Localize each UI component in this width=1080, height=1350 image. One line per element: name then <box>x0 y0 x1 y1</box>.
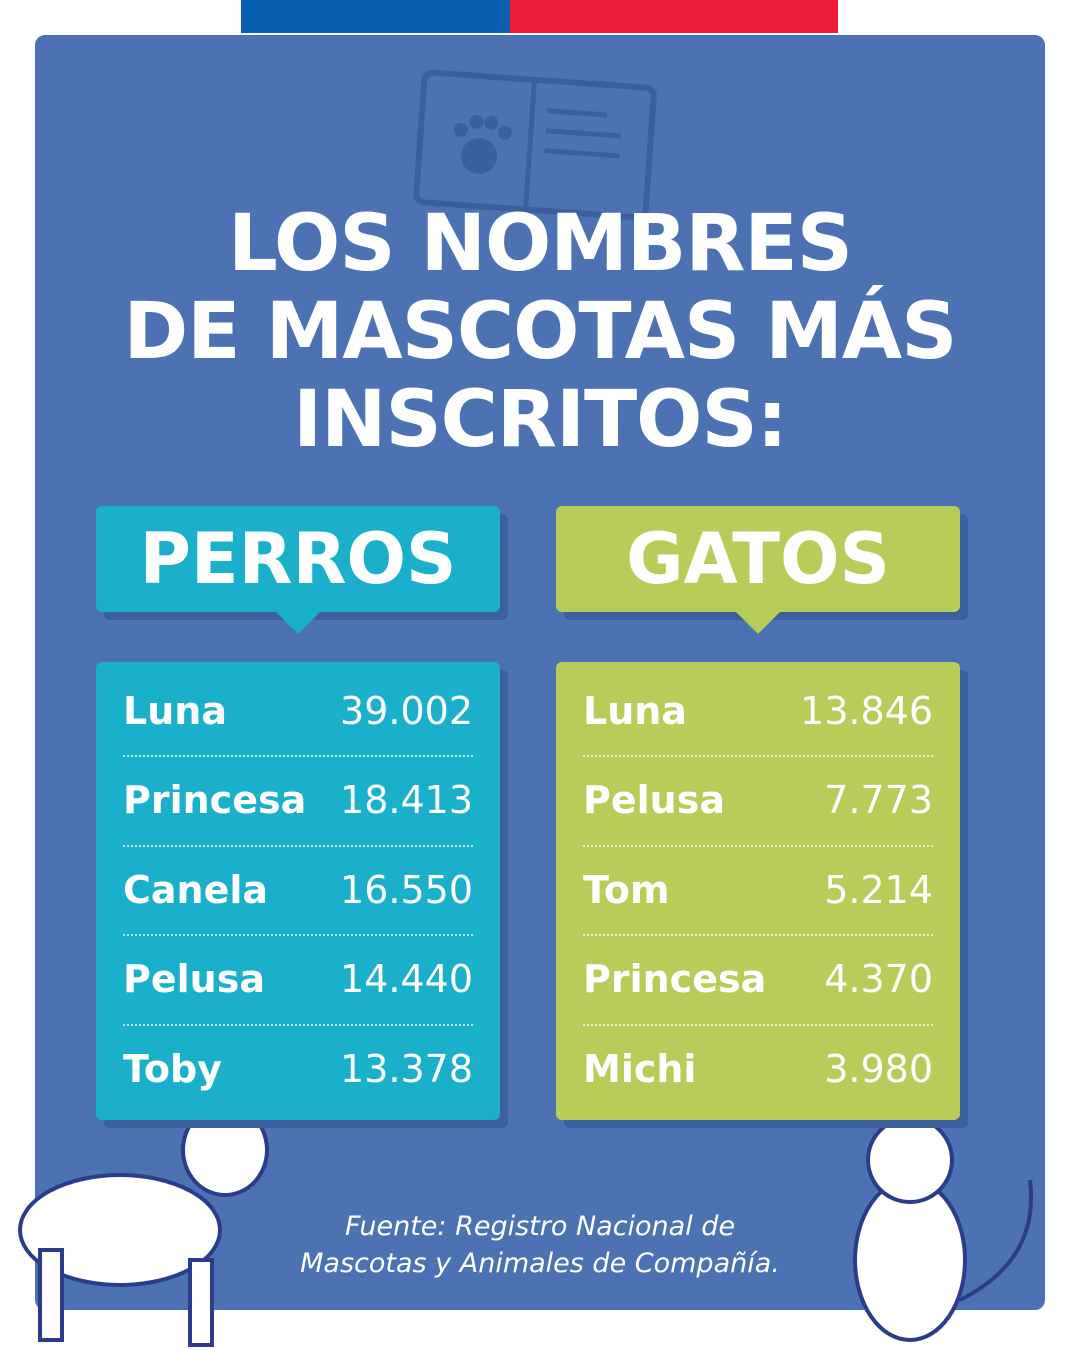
pet-name: Michi <box>583 1046 697 1091</box>
pet-count: 7.773 <box>824 778 933 822</box>
source: Fuente: Registro Nacional de Mascotas y … <box>0 1208 1080 1282</box>
table-row: Tom 5.214 <box>583 845 933 934</box>
pet-count: 16.550 <box>340 867 473 912</box>
pet-name: Pelusa <box>583 778 725 822</box>
pet-count: 18.413 <box>340 778 473 822</box>
pet-name: Princesa <box>123 778 307 822</box>
pet-count: 5.214 <box>824 867 933 912</box>
title: LOS NOMBRES DE MASCOTAS MÁS INSCRITOS: <box>0 200 1080 464</box>
pet-name: Pelusa <box>123 957 265 1001</box>
pet-name: Tom <box>583 867 670 912</box>
row-separator <box>583 934 933 936</box>
table-label: PERROS <box>96 506 500 634</box>
pet-count: 13.378 <box>340 1046 473 1091</box>
title-line: INSCRITOS: <box>293 375 788 465</box>
source-line: Fuente: Registro Nacional de <box>344 1211 736 1242</box>
row-separator <box>123 934 473 936</box>
table-row: Pelusa 14.440 <box>123 935 473 1024</box>
row-separator <box>123 1023 473 1026</box>
pet-name: Luna <box>123 688 227 733</box>
flag-blue <box>241 0 510 33</box>
table-row: Canela 16.550 <box>123 845 473 934</box>
pet-name: Canela <box>123 867 269 912</box>
title-line: LOS NOMBRES <box>228 199 853 289</box>
cat-illustration <box>853 1116 1034 1342</box>
table: Luna 39.002 Princesa 18.413 Canela 16.550 Pelu… <box>96 662 500 1120</box>
table-row: Luna 39.002 <box>123 666 473 755</box>
table-row: Michi 3.980 <box>583 1024 933 1113</box>
row-separator <box>123 755 473 757</box>
table: Luna 13.846 Pelusa 7.773 Tom 5.214 Princesa 4.3… <box>556 662 960 1120</box>
pet-count: 13.846 <box>800 688 933 733</box>
passport-icon <box>413 69 657 221</box>
pet-count: 4.370 <box>824 957 933 1001</box>
source-line: Mascotas y Animales de Compañía. <box>300 1248 780 1279</box>
row-separator <box>583 1023 933 1026</box>
table-row: Luna 13.846 <box>583 666 933 755</box>
pet-name: Luna <box>583 688 687 733</box>
flag-red <box>510 0 838 33</box>
pet-name: Princesa <box>583 957 767 1001</box>
title-line: DE MASCOTAS MÁS <box>123 287 958 377</box>
table-row: Princesa 4.370 <box>583 935 933 1024</box>
row-separator <box>583 755 933 757</box>
pet-name: Toby <box>123 1046 222 1091</box>
table-row: Princesa 18.413 <box>123 756 473 845</box>
row-separator <box>123 844 473 847</box>
pet-count: 39.002 <box>340 688 473 733</box>
pet-count: 14.440 <box>340 957 473 1001</box>
table-row: Toby 13.378 <box>123 1024 473 1113</box>
row-separator <box>583 844 933 847</box>
table-label: GATOS <box>556 506 960 634</box>
pet-count: 3.980 <box>824 1046 933 1091</box>
table-row: Pelusa 7.773 <box>583 756 933 845</box>
dog-illustration <box>18 1103 269 1347</box>
